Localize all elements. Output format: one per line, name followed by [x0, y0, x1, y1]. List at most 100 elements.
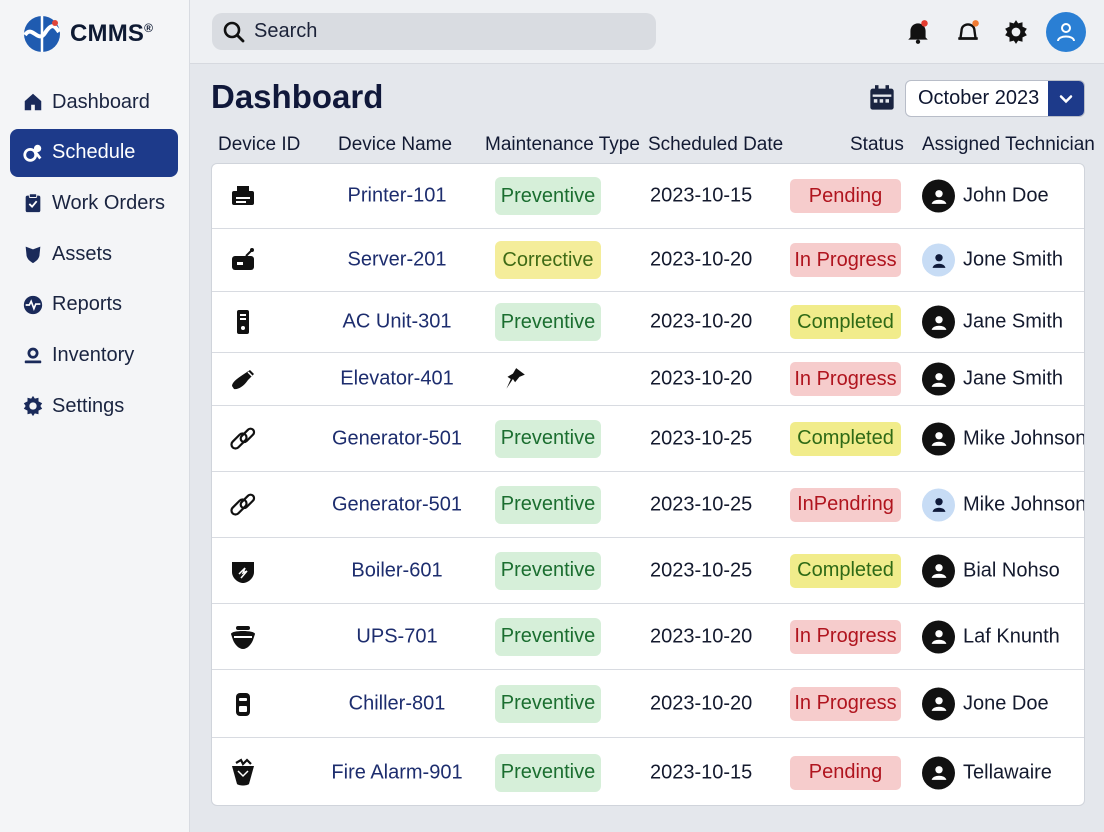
sidebar-item-label: Schedule: [52, 141, 136, 164]
sidebar-item-work-orders[interactable]: Work Orders: [10, 179, 178, 227]
user-avatar-icon[interactable]: [1046, 12, 1086, 52]
avatar: [922, 179, 955, 213]
pin-icon: [506, 368, 525, 389]
alert-bell-icon[interactable]: [954, 18, 982, 46]
technician-name: Jane Smith: [963, 367, 1064, 390]
scheduled-date: 2023-10-20: [650, 625, 753, 647]
gear-icon[interactable]: [1002, 18, 1030, 46]
maintenance-type-badge: Preventive: [495, 684, 601, 723]
table-row[interactable]: Chiller-801 Preventive 2023-10-20 In Pro…: [212, 670, 1084, 738]
avatar: [922, 756, 955, 789]
assigned-technician: Jane Smith: [922, 362, 1064, 396]
sidebar-item-assets[interactable]: Assets: [10, 230, 178, 278]
table-row[interactable]: Generator-501 Preventive 2023-10-25 Comp…: [212, 406, 1084, 472]
server-icon: [226, 243, 260, 277]
avatar: [922, 620, 955, 653]
device-name[interactable]: Chiller-801: [348, 692, 446, 714]
elevator-icon: [226, 362, 260, 396]
table-row[interactable]: Printer-101 Preventive 2023-10-15 Pendin…: [212, 164, 1084, 229]
device-name[interactable]: AC Unit-301: [342, 310, 452, 333]
page-title: Dashboard: [211, 78, 384, 115]
sidebar-item-settings[interactable]: Settings: [10, 382, 178, 430]
pulse-icon: [22, 294, 44, 316]
scheduled-date: 2023-10-25: [650, 493, 753, 515]
gear-icon: [22, 395, 44, 417]
ac-unit-icon: [226, 305, 260, 339]
table-row[interactable]: Fire Alarm-901 Preventive 2023-10-15 Pen…: [212, 738, 1084, 805]
app-logo[interactable]: CMMS®: [22, 14, 153, 54]
schedule-gear-icon: [22, 142, 44, 164]
technician-name: John Doe: [963, 184, 1049, 207]
sidebar-item-dashboard[interactable]: Dashboard: [10, 78, 178, 126]
sidebar-item-inventory[interactable]: Inventory: [10, 331, 178, 379]
avatar: [922, 554, 955, 587]
sidebar-item-label: Settings: [52, 394, 125, 417]
device-name[interactable]: Server-201: [347, 248, 447, 271]
status-badge: In Progress: [790, 686, 901, 721]
table-row[interactable]: Boiler-601 Preventive 2023-10-25 Complet…: [212, 538, 1084, 604]
avatar: [922, 305, 955, 339]
scheduled-date: 2023-10-20: [650, 367, 753, 390]
search-box[interactable]: [212, 13, 656, 50]
boiler-icon: [226, 554, 260, 588]
search-input[interactable]: [254, 20, 634, 43]
table-row[interactable]: Generator-501 Preventive 2023-10-25 InPe…: [212, 472, 1084, 538]
status-badge: InPendring: [790, 487, 901, 522]
device-name[interactable]: Elevator-401: [340, 367, 454, 390]
scheduled-date: 2023-10-20: [650, 310, 753, 333]
app-name: CMMS®: [70, 20, 154, 47]
device-name[interactable]: Fire Alarm-901: [331, 761, 463, 783]
device-name[interactable]: Generator-501: [331, 493, 463, 515]
column-header-device-name[interactable]: Device Name: [338, 134, 453, 155]
ups-icon: [226, 620, 260, 654]
column-header-scheduled-date[interactable]: Scheduled Date: [648, 134, 784, 155]
scheduled-date: 2023-10-20: [650, 692, 753, 714]
column-header-maintenance-type[interactable]: Maintenance Type: [485, 134, 640, 155]
device-name[interactable]: Generator-501: [331, 427, 463, 449]
status-badge: Completed: [790, 305, 901, 339]
sidebar-item-label: Work Orders: [52, 191, 165, 214]
device-name[interactable]: Printer-101: [347, 184, 447, 207]
scheduled-date: 2023-10-15: [650, 761, 753, 783]
clipboard-icon: [22, 192, 44, 214]
maintenance-type-badge: Preventive: [495, 753, 601, 792]
assigned-technician: John Doe: [922, 179, 1049, 213]
avatar: [922, 243, 955, 277]
column-header-device-id[interactable]: Device ID: [218, 134, 301, 155]
link-icon: [226, 488, 260, 522]
maintenance-type-badge: Preventive: [495, 485, 601, 524]
device-name[interactable]: Boiler-601: [351, 559, 443, 581]
month-select[interactable]: October 2023: [905, 80, 1085, 117]
avatar: [922, 488, 955, 521]
sidebar-item-reports[interactable]: Reports: [10, 281, 178, 329]
maintenance-type-badge: Preventive: [495, 419, 601, 458]
maintenance-type-badge: Preventive: [495, 177, 601, 215]
chevron-down-icon[interactable]: [1048, 81, 1084, 116]
assigned-technician: Jone Doe: [922, 687, 1049, 720]
column-header-status[interactable]: Status: [850, 134, 904, 155]
technician-name: Laf Knunth: [963, 625, 1060, 647]
maintenance-type-badge: Preventive: [495, 617, 601, 656]
notification-bell-icon[interactable]: [904, 18, 932, 46]
assigned-technician: Mike Johnson: [922, 422, 1084, 455]
table-row[interactable]: Elevator-401 2023-10-20 In Progress Jane…: [212, 353, 1084, 406]
maintenance-table: Printer-101 Preventive 2023-10-15 Pendin…: [211, 163, 1085, 806]
column-header-assigned-technician[interactable]: Assigned Technician: [922, 134, 1095, 155]
table-row[interactable]: UPS-701 Preventive 2023-10-20 In Progres…: [212, 604, 1084, 670]
technician-name: Bial Nohso: [963, 559, 1060, 581]
table-row[interactable]: AC Unit-301 Preventive 2023-10-20 Comple…: [212, 292, 1084, 353]
printer-icon: [226, 179, 260, 213]
assigned-technician: Laf Knunth: [922, 620, 1060, 653]
sidebar-nav: Dashboard Schedule Work Orders Assets Re…: [10, 78, 178, 433]
assigned-technician: Mike Johnson: [922, 488, 1084, 521]
device-name[interactable]: UPS-701: [356, 625, 438, 647]
scheduled-date: 2023-10-20: [650, 248, 753, 271]
avatar: [922, 687, 955, 720]
month-select-value: October 2023: [918, 87, 1040, 109]
sidebar-item-schedule[interactable]: Schedule: [10, 128, 178, 177]
chiller-icon: [226, 687, 260, 721]
technician-name: Tellawaire: [963, 761, 1052, 783]
technician-name: Jone Doe: [963, 692, 1049, 714]
table-row[interactable]: Server-201 Corrective 2023-10-20 In Prog…: [212, 229, 1084, 292]
table-header: Device ID Device Name Maintenance Type S…: [211, 130, 1095, 160]
